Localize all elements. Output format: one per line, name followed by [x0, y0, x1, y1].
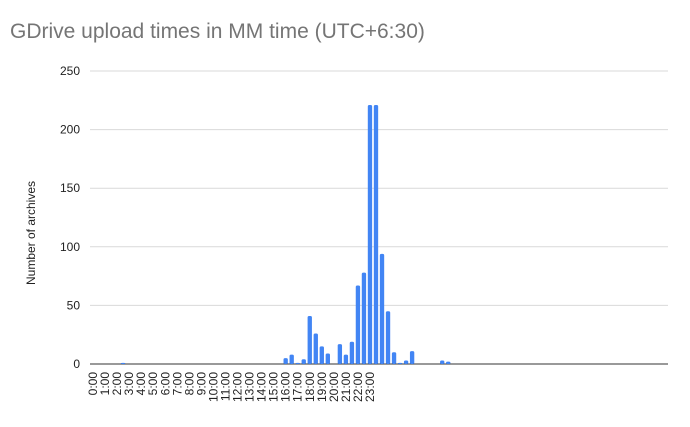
y-tick-label: 150 [60, 181, 80, 195]
bar [313, 333, 318, 364]
bar [391, 352, 397, 364]
y-tick-label: 250 [60, 64, 80, 78]
y-axis-title: Number of archives [24, 181, 38, 285]
bar [385, 311, 391, 364]
x-tick-label: 23:00 [363, 372, 377, 402]
bar [289, 354, 294, 364]
x-tick-label: 22:00 [351, 372, 365, 402]
x-tick-label: 14:00 [255, 372, 269, 402]
x-tick-label: 3:00 [122, 372, 136, 396]
y-tick-label: 0 [73, 357, 80, 371]
gridlines [90, 70, 668, 365]
bar [283, 358, 288, 364]
x-tick-label: 19:00 [315, 372, 329, 402]
bar [349, 341, 355, 364]
x-tick-label: 5:00 [146, 372, 160, 396]
bars [120, 104, 451, 364]
chart-title: GDrive upload times in MM time (UTC+6:30… [10, 20, 425, 43]
x-tick-label: 1:00 [98, 372, 112, 396]
x-tick-label: 2:00 [110, 372, 124, 396]
bar [301, 359, 306, 364]
x-axis-ticks: 0:001:002:003:004:005:006:007:008:009:00… [86, 372, 377, 402]
x-tick-label: 12:00 [231, 372, 245, 402]
bar [295, 362, 300, 364]
bar [355, 285, 361, 364]
x-tick-label: 4:00 [134, 372, 148, 396]
x-tick-label: 17:00 [291, 372, 305, 402]
y-tick-label: 50 [67, 298, 81, 312]
bar [397, 362, 403, 364]
bar [120, 362, 126, 364]
bar [367, 104, 373, 364]
bar [325, 353, 330, 364]
x-tick-label: 6:00 [158, 372, 172, 396]
x-tick-label: 15:00 [267, 372, 281, 402]
x-tick-label: 11:00 [218, 372, 232, 401]
x-tick-label: 18:00 [303, 372, 317, 402]
bar [446, 361, 451, 364]
x-tick-label: 10:00 [206, 372, 220, 402]
x-tick-label: 0:00 [86, 372, 100, 396]
x-tick-label: 7:00 [170, 372, 184, 396]
bar [361, 272, 367, 364]
bar [379, 253, 385, 364]
x-tick-label: 20:00 [327, 372, 341, 402]
y-tick-label: 200 [60, 123, 80, 137]
bar [307, 315, 312, 364]
x-tick-label: 9:00 [194, 372, 208, 396]
bar [440, 360, 445, 364]
bar [343, 354, 349, 364]
bar [319, 346, 324, 364]
bar [337, 344, 343, 364]
bar [373, 104, 379, 364]
x-tick-label: 13:00 [243, 372, 257, 402]
x-tick-label: 16:00 [279, 372, 293, 402]
y-tick-label: 100 [60, 240, 80, 254]
bar [409, 351, 415, 364]
bar [403, 360, 409, 364]
y-axis-ticks: 0 50 100 150 200 250 [60, 64, 80, 371]
x-tick-label: 21:00 [339, 372, 353, 402]
x-tick-label: 8:00 [182, 372, 196, 396]
